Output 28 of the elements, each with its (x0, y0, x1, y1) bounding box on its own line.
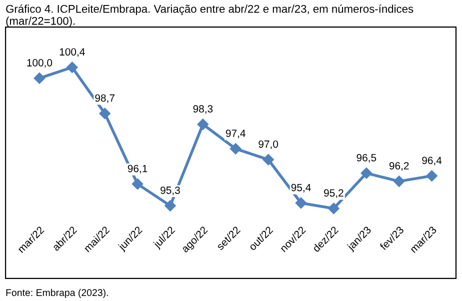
point (34, 72, 46, 84)
point (328, 202, 340, 214)
data-label: 95,4 (291, 184, 311, 192)
data-label: 100,4 (60, 48, 85, 57)
point (197, 118, 209, 130)
point (230, 143, 242, 154)
point (426, 170, 438, 182)
data-label: 96,5 (356, 154, 376, 163)
point (99, 108, 110, 120)
data-label: 96,4 (422, 156, 442, 166)
source-note: Fonte: Embrapa (2023). (6, 288, 108, 298)
point (295, 197, 307, 209)
data-label: 95,3 (160, 186, 180, 196)
data-label: 100,0 (27, 59, 52, 68)
point (393, 176, 405, 187)
point (66, 62, 78, 73)
chart-title: Gráfico 4. ICPLeite/Embrapa. Variação entre abr/22 e mar/23, em números-índices (mar/22=100). (6, 4, 414, 28)
data-label: 96,2 (389, 162, 409, 171)
data-label: 95,2 (324, 189, 344, 198)
point (132, 178, 144, 190)
point (164, 200, 176, 212)
data-label: 97,4 (226, 130, 246, 138)
data-label: 98,7 (95, 94, 114, 103)
data-label: 98,3 (193, 105, 213, 114)
point (360, 168, 372, 179)
data-label: 96,1 (128, 164, 148, 174)
point (262, 154, 274, 166)
data-label: 97,0 (258, 140, 278, 150)
